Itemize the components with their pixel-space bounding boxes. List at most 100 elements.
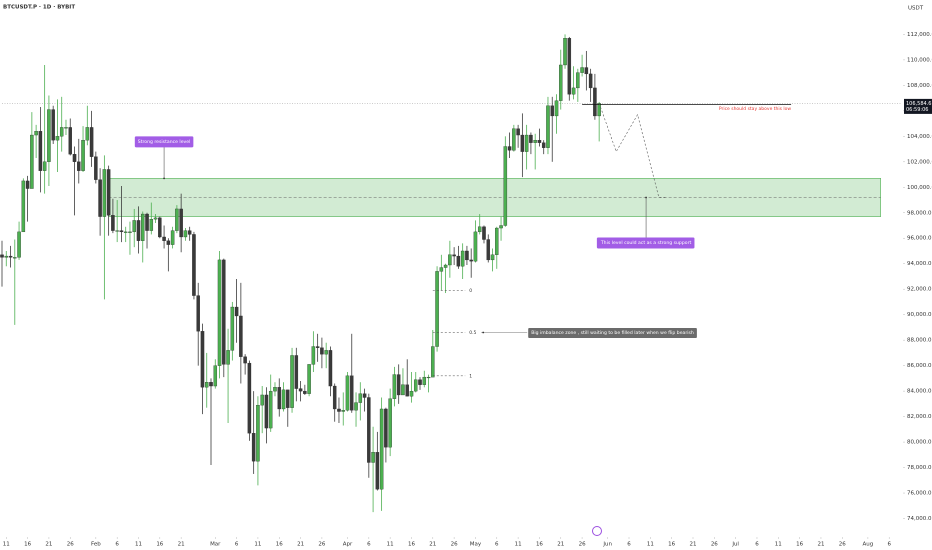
- candle-body: [584, 67, 589, 75]
- candle-body: [268, 390, 273, 429]
- candle-body: [273, 387, 277, 392]
- candle-body: [426, 376, 431, 379]
- x-tick-label: 6: [627, 542, 631, 548]
- candle-body: [243, 356, 247, 364]
- candle-body: [204, 382, 209, 388]
- candle-body: [0, 254, 4, 258]
- candle-body: [503, 146, 508, 226]
- candle-body: [580, 67, 584, 73]
- candle-body: [89, 127, 94, 157]
- candle-body: [226, 350, 230, 365]
- candle-body: [239, 315, 243, 357]
- y-tick-label: 94,000.0: [907, 261, 932, 267]
- candle-body: [256, 404, 260, 462]
- x-tick-label: 26: [318, 542, 325, 548]
- candle-body: [209, 382, 213, 387]
- x-tick-label: 21: [45, 542, 52, 548]
- imbalance-box: [528, 328, 697, 339]
- fib-label: 0: [469, 288, 472, 294]
- countdown: 06:59:06: [906, 107, 928, 113]
- x-tick-label: 21: [817, 542, 824, 548]
- candle-body: [550, 105, 554, 117]
- imbalance-note: Big imbalance zone , still waiting to be…: [531, 330, 694, 336]
- candle-body: [170, 230, 175, 245]
- support-note: Price should stay above this low: [719, 106, 792, 112]
- candle-body: [72, 154, 77, 162]
- x-tick-label: Feb: [91, 542, 101, 548]
- candle-body: [495, 227, 499, 255]
- candle-body: [443, 264, 448, 268]
- candle-body: [64, 127, 68, 129]
- candle-body: [98, 179, 102, 217]
- annotation-text: This level could act as a strong support: [600, 240, 692, 246]
- candle-body: [499, 225, 503, 229]
- candle-body: [490, 254, 495, 261]
- candle-body: [307, 364, 311, 394]
- candle-body: [482, 226, 486, 240]
- candle-body: [303, 390, 307, 394]
- candle-body: [38, 131, 43, 171]
- y-tick-label: 98,000.0: [907, 210, 932, 216]
- candle-body: [251, 433, 256, 462]
- y-tick-label: 112,000.0: [907, 32, 932, 38]
- candle-body: [388, 398, 392, 448]
- candle-body: [358, 393, 363, 403]
- x-tick-label: 6: [755, 542, 759, 548]
- x-tick-label: Mar: [210, 542, 221, 548]
- candle-body: [350, 375, 354, 411]
- x-tick-label: 11: [135, 542, 142, 548]
- candle-body: [264, 394, 269, 429]
- candle-body: [136, 220, 141, 241]
- candle-body: [290, 355, 294, 408]
- candle-body: [132, 220, 136, 233]
- x-tick-label: Aug: [863, 542, 874, 548]
- x-tick-label: 11: [387, 542, 394, 548]
- candle-body: [341, 410, 345, 412]
- candle-body: [328, 350, 333, 387]
- candle-body: [42, 161, 47, 171]
- y-tick-label: 84,000.0: [907, 389, 932, 395]
- y-tick-label: 108,000.0: [907, 83, 932, 89]
- y-tick-label: 74,000.0: [907, 516, 932, 522]
- candle-body: [183, 230, 188, 238]
- candle-body: [128, 231, 132, 233]
- candle-body: [230, 306, 235, 351]
- candle-body: [396, 374, 401, 396]
- x-tick-label: 21: [429, 542, 436, 548]
- candle-body: [571, 87, 576, 95]
- candle-body: [371, 452, 375, 463]
- candle-body: [102, 169, 107, 217]
- candle-body: [332, 385, 337, 410]
- candle-body: [533, 139, 537, 143]
- x-tick-label: 6: [495, 542, 499, 548]
- candle-body: [576, 72, 580, 89]
- projection-path: [598, 103, 668, 198]
- x-tick-label: 16: [408, 542, 415, 548]
- event-icon[interactable]: [592, 526, 602, 536]
- x-tick-label: Jun: [602, 542, 612, 548]
- candle-body: [68, 127, 72, 155]
- chart-title: BTCUSDT.P · 1D · BYBIT: [3, 5, 75, 11]
- candle-body: [439, 267, 444, 272]
- y-tick-label: 78,000.0: [907, 465, 932, 471]
- candle-body: [106, 169, 111, 216]
- candle-body: [520, 134, 525, 152]
- candle-body: [379, 408, 384, 490]
- candle-body: [213, 365, 218, 387]
- candle-body: [141, 213, 145, 241]
- candle-body: [311, 346, 316, 365]
- candle-body: [375, 452, 380, 490]
- candle-body: [413, 379, 418, 392]
- annotation-anchor: [645, 196, 647, 199]
- x-tick-label: 16: [24, 542, 31, 548]
- candle-body: [77, 161, 81, 171]
- candle-body: [554, 100, 559, 117]
- candle-body: [541, 142, 546, 148]
- x-tick-label: 16: [796, 542, 803, 548]
- candle-body: [405, 384, 409, 397]
- candle-body: [153, 217, 158, 220]
- candle-body: [298, 388, 303, 392]
- candle-body: [217, 259, 222, 366]
- candle-body: [200, 331, 205, 388]
